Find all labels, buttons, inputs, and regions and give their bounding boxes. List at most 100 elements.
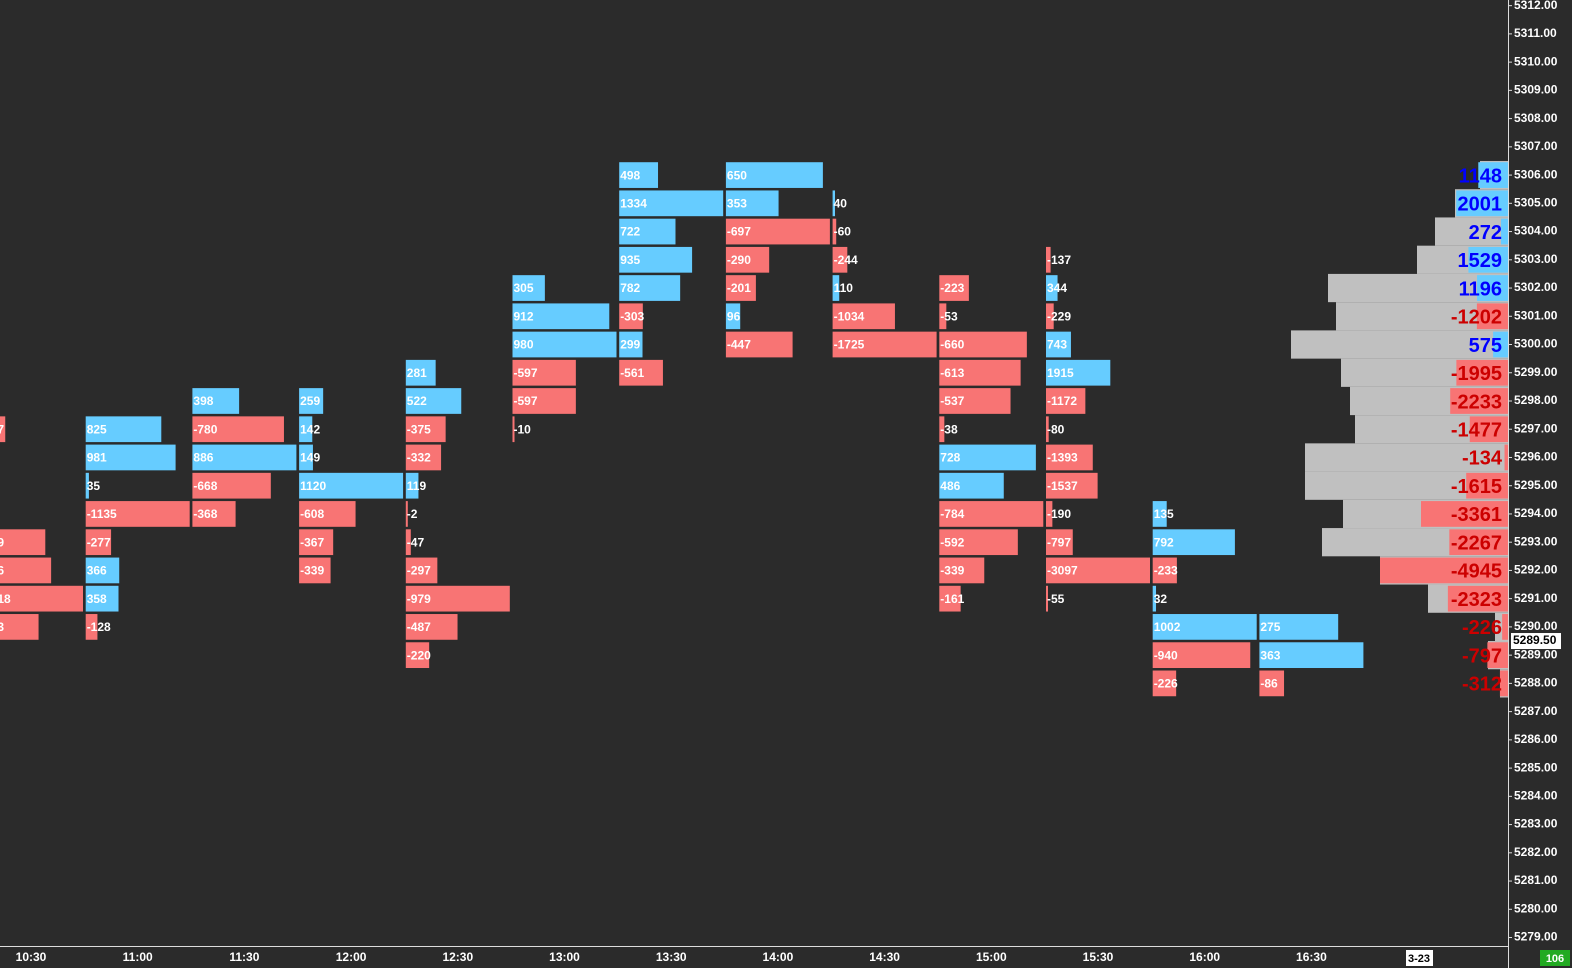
price-tick-label: 5311.00 [1514,26,1557,40]
delta-label: -979 [407,592,431,606]
delta-label: 743 [1047,338,1067,352]
delta-bar [1046,275,1058,301]
delta-bar [299,472,404,499]
delta-bar [85,614,98,640]
price-tick-label: 5288.00 [1514,676,1558,690]
delta-bar [299,529,334,556]
delta-bar [1046,303,1054,330]
delta-bar [832,190,836,217]
profile-delta-label: 2001 [1458,194,1503,216]
delta-bar [939,585,961,612]
delta-label: -1537 [1047,479,1078,493]
last-price-label: 5289.50 [1513,633,1557,647]
delta-bar [832,218,837,245]
price-tick-label: 5300.00 [1514,337,1558,351]
delta-label: -537 [940,394,964,408]
delta-bar [619,190,724,217]
profile-delta-label: -2323 [1451,589,1502,611]
profile-delta-label: -1995 [1451,363,1502,385]
profile-delta-bar [1449,529,1508,556]
delta-label: -277 [87,535,111,549]
time-label: 13:00 [549,950,580,964]
delta-bar [1152,501,1167,527]
price-tick-label: 5291.00 [1514,591,1558,605]
delta-label: -332 [407,451,431,465]
delta-bar [512,303,610,330]
price-tick-label: 5312.00 [1514,0,1558,12]
delta-label: 96 [727,309,741,323]
delta-bar [192,501,236,527]
time-label: 16:30 [1296,950,1327,964]
delta-bar [192,444,297,471]
delta-label: -339 [300,564,324,578]
delta-label: 135 [1154,507,1174,521]
profile-delta-label: -312 [1462,674,1502,696]
price-tick-label: 5309.00 [1514,83,1558,97]
delta-label: -784 [940,507,964,521]
delta-bar [1046,585,1048,612]
profile-delta-bar [1456,190,1508,217]
delta-label: 32 [1154,592,1168,606]
delta-label: 980 [514,338,534,352]
delta-bar [939,501,1044,527]
delta-label: -297 [407,564,431,578]
delta-label: 398 [193,394,213,408]
price-tick-label: 5281.00 [1514,873,1558,887]
delta-bar [192,416,284,443]
price-tick-label: 5279.00 [1514,930,1558,944]
delta-bar [85,472,89,499]
delta-bar [512,416,515,443]
price-tick-label: 5297.00 [1514,421,1558,435]
delta-bar [1046,444,1093,471]
delta-label: -190 [1047,507,1071,521]
delta-label: 119 [407,479,427,493]
delta-bar [0,614,39,640]
delta-label: -1725 [834,338,865,352]
delta-bar [405,472,419,499]
price-tick-label: 5301.00 [1514,308,1558,322]
price-tick-label: 5294.00 [1514,506,1558,520]
delta-label: -1018 [0,592,11,606]
counter-box [1540,950,1570,966]
delta-bar [939,388,1011,414]
delta-bar [405,614,458,640]
profile-delta-bar [1487,642,1508,669]
delta-label: 782 [620,281,640,295]
delta-label: -339 [940,564,964,578]
delta-label: 366 [87,564,107,578]
delta-bar [725,275,756,301]
delta-bar [619,303,643,330]
price-tick-label: 5305.00 [1514,195,1558,209]
delta-label: 353 [727,196,747,210]
delta-bar [1046,246,1051,273]
delta-bar [405,501,408,527]
delta-label: -592 [940,535,964,549]
delta-bar [725,303,741,330]
delta-bar [939,416,945,443]
delta-label: 358 [87,592,107,606]
price-tick-label: 5289.00 [1514,647,1558,661]
delta-label: -940 [1154,648,1178,662]
delta-bar [0,416,6,443]
delta-label: -128 [87,620,111,634]
delta-bar [512,359,576,386]
delta-bar [299,444,313,471]
delta-label: -780 [193,422,217,436]
price-tick-label: 5284.00 [1514,789,1558,803]
delta-label: 275 [1260,620,1280,634]
profile-delta-label: 1529 [1458,250,1503,272]
profile-delta-bar [1476,303,1508,330]
price-tick-label: 5287.00 [1514,704,1558,718]
delta-bar [1046,501,1053,527]
profile-delta-label: -1202 [1451,307,1502,329]
delta-label: -608 [300,507,324,521]
time-label: 15:00 [976,950,1007,964]
profile-delta-bar [1469,416,1508,443]
profile-delta-label: -1477 [1451,420,1502,442]
delta-label: -233 [1154,564,1178,578]
delta-label: 981 [87,451,107,465]
delta-bar [512,275,545,301]
profile-delta-label: -226 [1462,617,1502,639]
